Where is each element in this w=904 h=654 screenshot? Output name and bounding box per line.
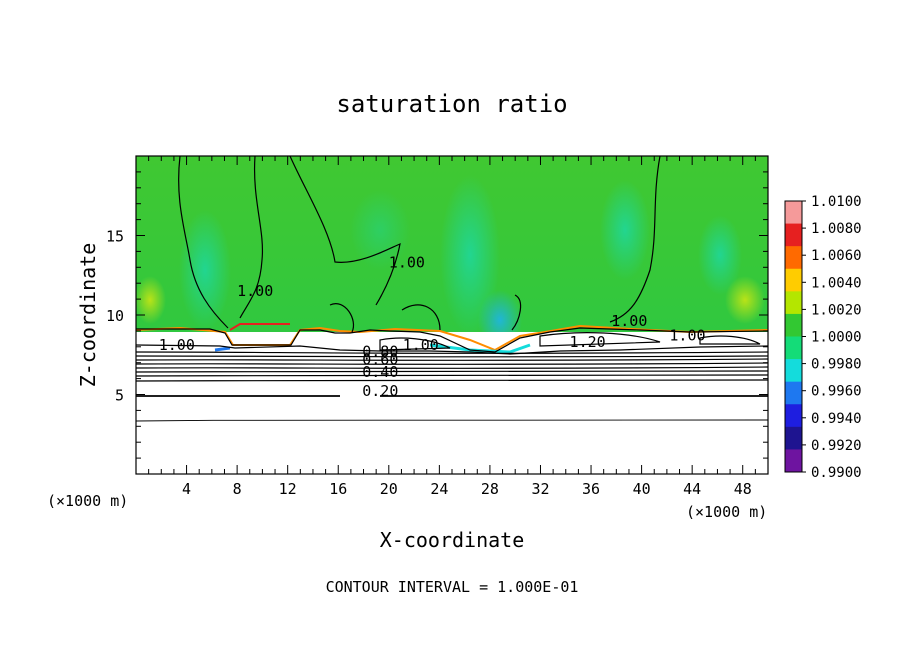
x-tick-label: 8: [233, 480, 242, 498]
y-axis: 5 10 15: [106, 171, 768, 459]
colorbar: 1.0100 1.0080 1.0060 1.0040 1.0020 1.0000 0.99…: [784, 194, 862, 481]
x-tick-label: 4: [182, 480, 191, 498]
colorbar-label: 0.9980: [811, 357, 862, 373]
contour-label: 1.00: [611, 312, 647, 330]
colorbar-label: 0.9900: [811, 465, 862, 481]
colorbar-label: 0.9960: [811, 384, 862, 400]
contour-label: 0.40: [362, 363, 398, 381]
colorbar-swatch: [785, 313, 802, 337]
cloud-layer-edge: [229, 323, 290, 331]
chart-title: saturation ratio: [336, 90, 567, 118]
x-axis: 4 8 12 16 20 24 28 32 36 40 44 48: [148, 156, 756, 498]
x-tick-label: 12: [279, 480, 297, 498]
cloud-layer-edge: [214, 346, 231, 352]
contour-lines: [136, 156, 768, 422]
y-tick-label: 15: [106, 228, 124, 246]
supersat-patch: [725, 276, 765, 324]
moist-plume: [440, 175, 500, 335]
contour-label: 1.20: [570, 333, 606, 351]
y-tick-label: 5: [115, 387, 124, 405]
y-tick-label: 10: [106, 307, 124, 325]
contour-label: 0.80: [362, 342, 398, 360]
moist-plume: [600, 180, 650, 280]
x-tick-label: 32: [531, 480, 549, 498]
contour-label: 0.60: [362, 350, 398, 368]
x-tick-label: 44: [683, 480, 701, 498]
supersat-patch: [136, 276, 166, 324]
contour-label: 0.20: [362, 382, 398, 400]
colorbar-label: 0.9940: [811, 411, 862, 427]
x-axis-unit-left: (×1000 m): [47, 492, 128, 510]
contour-label: 1.00: [159, 336, 195, 354]
colorbar-swatch: [785, 246, 802, 270]
colorbar-swatch: [785, 359, 802, 383]
moist-plume: [698, 215, 742, 295]
contour-label: 1.00: [669, 326, 705, 344]
x-tick-label: 24: [430, 480, 448, 498]
x-tick-label: 28: [481, 480, 499, 498]
colorbar-label: 0.9920: [811, 438, 862, 454]
colorbar-label: 1.0020: [811, 302, 862, 318]
contour-interval-note: CONTOUR INTERVAL = 1.000E-01: [326, 578, 579, 596]
colorbar-swatch: [785, 381, 802, 405]
colorbar-swatch: [785, 336, 802, 360]
x-axis-label: X-coordinate: [380, 528, 525, 552]
contour-label: 1.00: [403, 336, 439, 354]
colorbar-label: 1.0040: [811, 275, 862, 291]
colorbar-swatch: [785, 426, 802, 450]
x-axis-unit-right: (×1000 m): [686, 503, 767, 521]
colorbar-swatch: [785, 291, 802, 315]
x-tick-label: 48: [734, 480, 752, 498]
colorbar-swatch: [785, 449, 802, 473]
x-tick-label: 20: [380, 480, 398, 498]
plot-area: [136, 156, 768, 474]
colorbar-label: 1.0000: [811, 330, 862, 346]
colorbar-label: 1.0080: [811, 221, 862, 237]
moist-plume: [350, 190, 410, 270]
colorbar-swatch: [785, 223, 802, 247]
colorbar-label: 1.0100: [811, 194, 862, 210]
colorbar-label: 1.0060: [811, 248, 862, 264]
moist-plume: [179, 210, 231, 330]
colorbar-swatch: [785, 268, 802, 292]
x-tick-label: 16: [329, 480, 347, 498]
x-tick-label: 36: [582, 480, 600, 498]
colorbar-swatch: [785, 201, 802, 225]
colorbar-swatch: [785, 404, 802, 428]
contour-labels: 1.00 1.00 1.00 1.00 0.800.600.400.20 1.20 1.00…: [159, 253, 706, 400]
y-axis-label: Z-coordinate: [76, 243, 100, 388]
contour-label: 1.00: [389, 253, 425, 271]
contour-label: 1.00: [237, 282, 273, 300]
x-tick-label: 40: [633, 480, 651, 498]
